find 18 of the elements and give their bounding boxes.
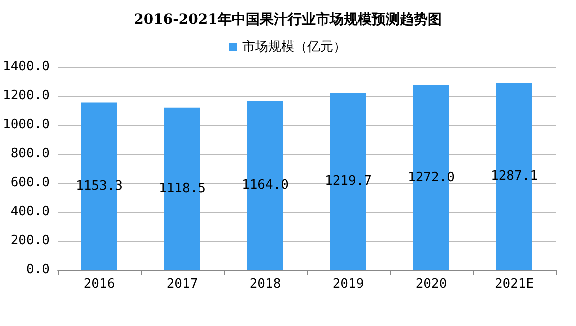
x-tick-label: 2021E: [494, 277, 534, 292]
y-tick-label: 0.0: [26, 262, 50, 278]
x-tick-label: 2019: [332, 277, 364, 292]
legend-label: 市场规模（亿元）: [242, 40, 346, 55]
x-tick-label: 2018: [250, 277, 282, 292]
data-label: 1219.7: [325, 174, 372, 190]
y-tick-label: 400.0: [10, 204, 50, 220]
x-tick-label: 2017: [166, 277, 198, 292]
y-tick-label: 1000.0: [3, 118, 50, 132]
y-tick-label: 1400.0: [3, 60, 50, 74]
x-tick-label: 2020: [416, 277, 448, 292]
y-tick-label: 200.0: [10, 234, 50, 248]
y-tick-label: 1200.0: [3, 88, 50, 104]
x-tick-label: 2016: [84, 277, 116, 292]
y-tick-label: 600.0: [10, 176, 50, 190]
data-label: 1164.0: [242, 178, 289, 194]
chart-title: 2016-2021年中国果汁行业市场规模预测趋势图: [134, 11, 442, 28]
y-tick-label: 800.0: [10, 146, 50, 162]
